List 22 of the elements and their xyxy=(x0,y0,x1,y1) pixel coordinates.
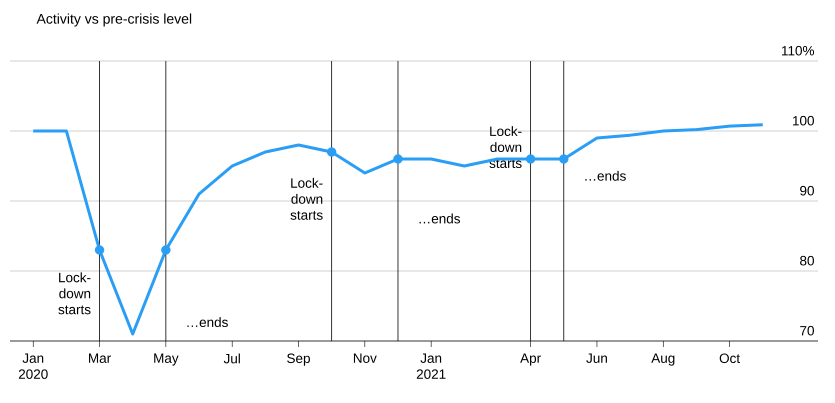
x-tick-label: Apr xyxy=(520,354,541,366)
y-tick-label: 80 xyxy=(800,256,814,266)
x-tick-label: Jul xyxy=(224,354,240,364)
ref-line-label: …ends xyxy=(585,170,626,181)
ref-line-label: …ends xyxy=(420,214,460,224)
x-tick-label: Jun xyxy=(586,354,607,363)
y-tick-label: 70 xyxy=(800,326,814,336)
y-tick-label: 110% xyxy=(782,46,814,56)
x-tick-label: Oct xyxy=(720,354,740,364)
ref-line-label: Lock-down starts xyxy=(290,178,323,220)
x-tick-label: Mar xyxy=(89,354,111,363)
x-tick-label: May xyxy=(154,354,179,366)
y-tick-label: 90 xyxy=(800,186,814,196)
ref-line-label: Lock-down starts xyxy=(58,272,91,314)
x-tick-label: Sep xyxy=(287,354,310,366)
x-tick-label: Nov xyxy=(354,354,377,363)
ref-line-label: …ends xyxy=(187,317,228,328)
x-tick-label: Aug xyxy=(651,354,674,366)
x-tick-label: Jan 2020 xyxy=(18,354,48,379)
y-tick-label: 100 xyxy=(793,116,814,126)
x-tick-label: Jan 2021 xyxy=(416,354,446,379)
chart-title: Activity vs pre-crisis level xyxy=(36,13,192,27)
